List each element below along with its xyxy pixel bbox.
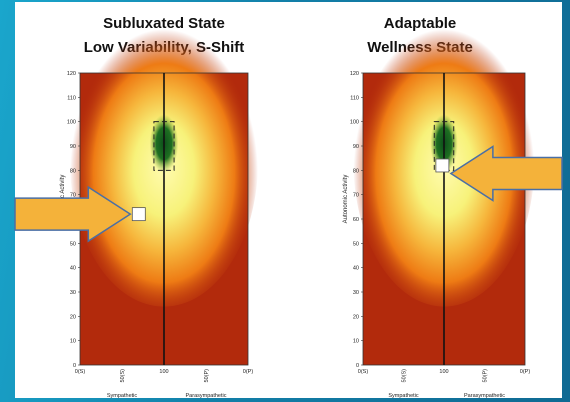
y-tick-label: 0	[73, 363, 76, 369]
x-axis-label-parasympathetic: Parasympathetic	[186, 393, 227, 399]
heatmap-plot	[353, 14, 535, 366]
arrow-pointer	[449, 145, 563, 202]
overlay	[14, 185, 146, 243]
x-tick-label: 0(P)	[520, 369, 531, 375]
y-tick-label: 50	[353, 241, 359, 247]
y-axis-label: Autonomic Activity	[343, 175, 349, 224]
y-tick-label: 0	[356, 363, 359, 369]
y-tick-label: 60	[353, 217, 359, 223]
y-tick-label: 40	[70, 266, 76, 272]
y-tick-label: 120	[350, 71, 359, 77]
y-tick-label: 50	[70, 241, 76, 247]
y-axis-ticks: 0 10 20 30 40 50 60 70 80 90 100 110 120	[350, 71, 363, 369]
x-tick-label: 0(S)	[358, 369, 369, 375]
heatmap-plot	[69, 14, 259, 366]
y-tick-label: 90	[70, 144, 76, 150]
x-tick-label: 0(P)	[243, 369, 254, 375]
y-tick-label: 20	[70, 314, 76, 320]
y-tick-label: 80	[353, 168, 359, 174]
x-tick-label: 50(P)	[483, 369, 489, 383]
x-axis-ticks: 0(S) 50(S) 100 50(P) 0(P)	[75, 369, 254, 383]
x-tick-label: 100	[439, 369, 448, 375]
y-tick-label: 20	[353, 314, 359, 320]
x-tick-label: 50(S)	[402, 369, 408, 383]
x-tick-label: 50(P)	[204, 369, 210, 383]
y-tick-label: 110	[350, 95, 359, 101]
y-tick-label: 100	[350, 120, 359, 126]
overlay	[435, 145, 563, 202]
y-tick-label: 90	[353, 144, 359, 150]
state-marker	[435, 158, 450, 173]
x-tick-label: 100	[159, 369, 168, 375]
y-tick-label: 70	[353, 193, 359, 199]
target-zone	[153, 121, 175, 171]
y-tick-label: 120	[67, 71, 76, 77]
y-tick-label: 110	[67, 95, 76, 101]
y-tick-label: 100	[67, 120, 76, 126]
y-tick-label: 10	[353, 339, 359, 345]
y-tick-label: 80	[70, 168, 76, 174]
y-tick-label: 40	[353, 266, 359, 272]
y-tick-label: 30	[353, 290, 359, 296]
arrow-pointer	[14, 185, 132, 243]
chart-subluxated: Subluxated State Low Variability, S-Shif…	[14, 14, 259, 399]
x-axis-label-parasympathetic: Parasympathetic	[464, 393, 505, 399]
chart-adaptable: Adaptable Wellness State 010203040506070…	[343, 14, 563, 399]
y-tick-label: 10	[70, 339, 76, 345]
x-axis-label-sympathetic: Sympathetic	[388, 393, 419, 399]
target-zone	[433, 121, 455, 171]
x-axis-ticks: 0(S) 50(S) 100 50(P) 0(P)	[358, 369, 531, 383]
state-marker	[131, 207, 146, 222]
y-tick-label: 30	[70, 290, 76, 296]
y-tick-label: 70	[70, 193, 76, 199]
x-tick-label: 50(S)	[120, 369, 126, 383]
x-axis-label-sympathetic: Sympathetic	[107, 393, 138, 399]
x-tick-label: 0(S)	[75, 369, 86, 375]
